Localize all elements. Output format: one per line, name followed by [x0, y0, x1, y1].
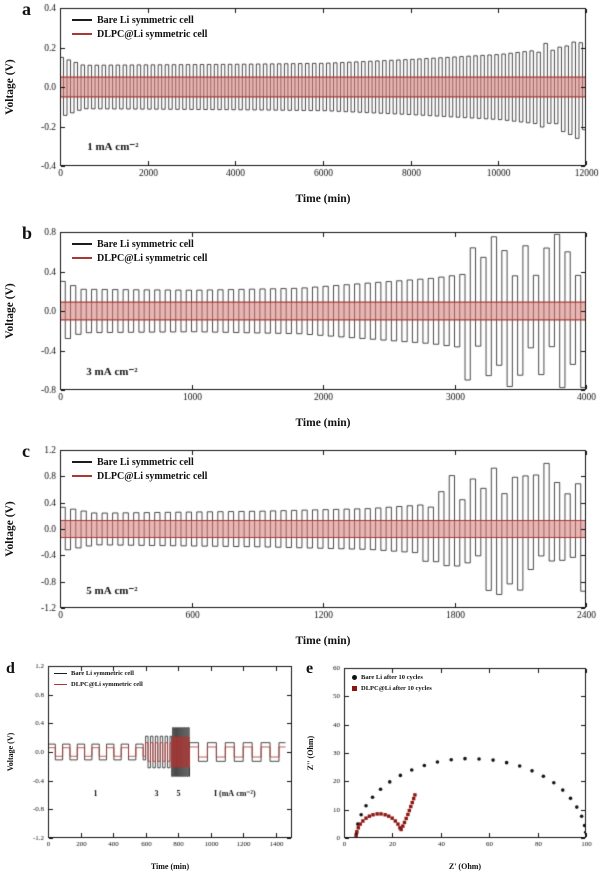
line-swatch-black: [72, 19, 92, 21]
panel-letter-d: d: [6, 660, 15, 677]
legend-label: DLPC@Li symmetric cell: [97, 470, 208, 482]
panel-d: d Voltage (V) Time (min) Bare Li symmetr…: [4, 660, 300, 886]
panel-letter-e: e: [306, 660, 314, 677]
y-axis-label: Voltage (V): [6, 732, 15, 772]
plot-canvas-d: [4, 660, 300, 860]
legend: Bare Li symmetric cell DLPC@Li symmetric…: [72, 238, 207, 264]
legend-item: DLPC@Li symmetric cell: [72, 252, 207, 264]
legend-item: DLPC@Li after 10 cycles: [352, 684, 432, 693]
legend-item: DLPC@Li symmetric cell: [72, 28, 207, 40]
legend-item: DLPC@Li symmetric cell: [72, 470, 207, 482]
legend-label: DLPC@Li symmetric cell: [97, 252, 208, 264]
x-axis-label: Time (min): [295, 417, 351, 429]
legend-label: DLPC@Li after 10 cycles: [361, 684, 432, 692]
panel-letter-c: c: [22, 441, 30, 461]
legend-label: Bare Li after 10 cycles: [361, 673, 423, 681]
x-axis-label: Time (min): [150, 862, 190, 871]
legend-item: Bare Li symmetric cell: [72, 456, 207, 468]
x-axis-label: Time (min): [295, 193, 351, 205]
legend: Bare Li symmetric cell DLPC@Li symmetric…: [54, 669, 143, 689]
legend: Bare Li symmetric cell DLPC@Li symmetric…: [72, 456, 207, 482]
x-axis-label: Time (min): [295, 635, 351, 647]
legend-label: DLPC@Li symmetric cell: [97, 28, 208, 40]
panel-e: e Z'' (Ohm) Z' (Ohm) Bare Li after 10 cy…: [304, 660, 596, 886]
plot-canvas-b: [0, 224, 600, 414]
line-swatch-red: [72, 257, 92, 259]
panel-letter-a: a: [22, 0, 31, 19]
line-swatch-red: [72, 33, 92, 35]
line-swatch-black: [72, 243, 92, 245]
legend: Bare Li after 10 cycles DLPC@Li after 10…: [352, 673, 432, 693]
line-swatch-red: [72, 475, 92, 477]
panel-c: c Voltage (V) Time (min) Bare Li symmetr…: [0, 442, 600, 660]
legend-item: Bare Li after 10 cycles: [352, 673, 432, 682]
plot-canvas-c: [0, 442, 600, 632]
legend-label: Bare Li symmetric cell: [71, 669, 134, 677]
y-axis-label: Voltage (V): [4, 283, 16, 339]
line-swatch-red: [54, 683, 67, 686]
legend-label: DLPC@Li symmetric cell: [71, 680, 143, 688]
square-swatch-red: [352, 686, 357, 691]
legend-item: Bare Li symmetric cell: [72, 14, 207, 26]
legend-item: Bare Li symmetric cell: [54, 669, 143, 678]
plot-canvas-a: [0, 0, 600, 190]
dot-swatch-black: [352, 675, 357, 680]
line-swatch-black: [72, 461, 92, 463]
legend-item: DLPC@Li symmetric cell: [54, 680, 143, 689]
y-axis-label: Voltage (V): [4, 501, 16, 557]
legend-item: Bare Li symmetric cell: [72, 238, 207, 250]
panel-b: b Voltage (V) Time (min) Bare Li symmetr…: [0, 224, 600, 442]
panel-a: a Voltage (V) Time (min) Bare Li symmetr…: [0, 0, 600, 218]
line-swatch-black: [54, 672, 67, 675]
legend: Bare Li symmetric cell DLPC@Li symmetric…: [72, 14, 207, 40]
y-axis-label: Voltage (V): [4, 59, 16, 115]
legend-label: Bare Li symmetric cell: [97, 238, 194, 250]
plot-canvas-e: [304, 660, 596, 860]
y-axis-label: Z'' (Ohm): [306, 735, 315, 771]
legend-label: Bare Li symmetric cell: [97, 14, 194, 26]
legend-label: Bare Li symmetric cell: [97, 456, 194, 468]
panel-letter-b: b: [22, 223, 33, 243]
x-axis-label: Z' (Ohm): [448, 862, 482, 871]
